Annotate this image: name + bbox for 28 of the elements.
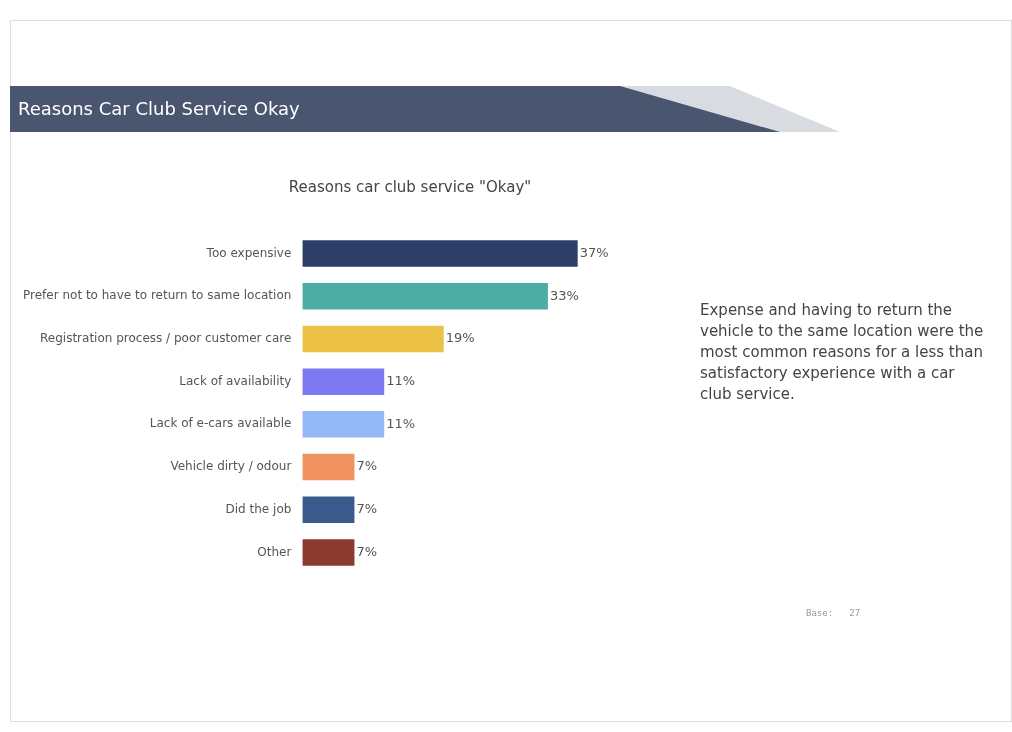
data-label: 37% [579,244,609,260]
bar [302,411,385,438]
data-label: 11% [386,415,416,431]
text: Base: 27 [806,608,861,618]
y-tick-label: Vehicle dirty / odour [170,459,292,474]
data-label: 7% [356,543,378,559]
chart-subtitle: Reasons car club service "Okay" [287,178,533,196]
y-tick-label: Too expensive [205,245,292,260]
bar [302,368,385,395]
bar [302,539,355,566]
bar [302,240,578,267]
y-tick-label: Other [257,544,292,559]
data-label: 11% [386,373,416,389]
y-tick-label: Prefer not to have to return to same location [22,288,292,303]
y-tick-label: Lack of availability [179,373,292,388]
y-tick-label: Registration process / poor customer care [40,331,292,346]
bar [302,453,355,481]
y-tick-label: Did the job [225,501,292,516]
data-label: 7% [356,458,378,474]
data-label: 19% [445,330,475,346]
text: Expense and having to return the vehicle to the same location were the most common reasons for a less than satisfactory experience with a car club service. [700,300,985,405]
bar [302,283,548,310]
chart-title: Reasons Car Club Service Okay [18,98,300,119]
bar [302,496,355,523]
y-tick-label: Lack of e-cars available [149,416,292,431]
data-label: 7% [356,501,378,517]
bar [302,325,444,353]
data-label: 33% [549,287,579,303]
